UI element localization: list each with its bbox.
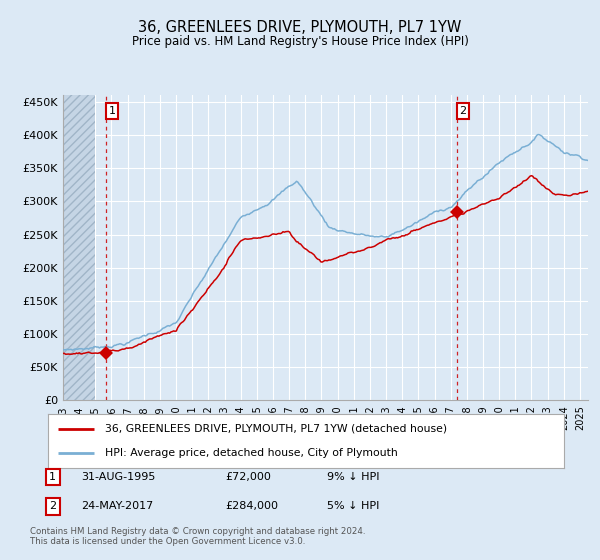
Text: 5% ↓ HPI: 5% ↓ HPI: [327, 501, 379, 511]
Text: Price paid vs. HM Land Registry's House Price Index (HPI): Price paid vs. HM Land Registry's House …: [131, 35, 469, 48]
Bar: [63, 95, 95, 400]
Text: Contains HM Land Registry data © Crown copyright and database right 2024.
This d: Contains HM Land Registry data © Crown c…: [30, 526, 365, 546]
Text: £72,000: £72,000: [225, 472, 271, 482]
Text: 1: 1: [49, 472, 56, 482]
Text: 2: 2: [49, 501, 56, 511]
Text: 1: 1: [109, 106, 115, 116]
Text: 36, GREENLEES DRIVE, PLYMOUTH, PL7 1YW: 36, GREENLEES DRIVE, PLYMOUTH, PL7 1YW: [139, 20, 461, 35]
Text: £284,000: £284,000: [225, 501, 278, 511]
Text: 9% ↓ HPI: 9% ↓ HPI: [327, 472, 380, 482]
Text: 36, GREENLEES DRIVE, PLYMOUTH, PL7 1YW (detached house): 36, GREENLEES DRIVE, PLYMOUTH, PL7 1YW (…: [105, 424, 447, 434]
Text: 2: 2: [460, 106, 467, 116]
Text: 24-MAY-2017: 24-MAY-2017: [81, 501, 153, 511]
Text: HPI: Average price, detached house, City of Plymouth: HPI: Average price, detached house, City…: [105, 448, 398, 458]
Text: 31-AUG-1995: 31-AUG-1995: [81, 472, 155, 482]
